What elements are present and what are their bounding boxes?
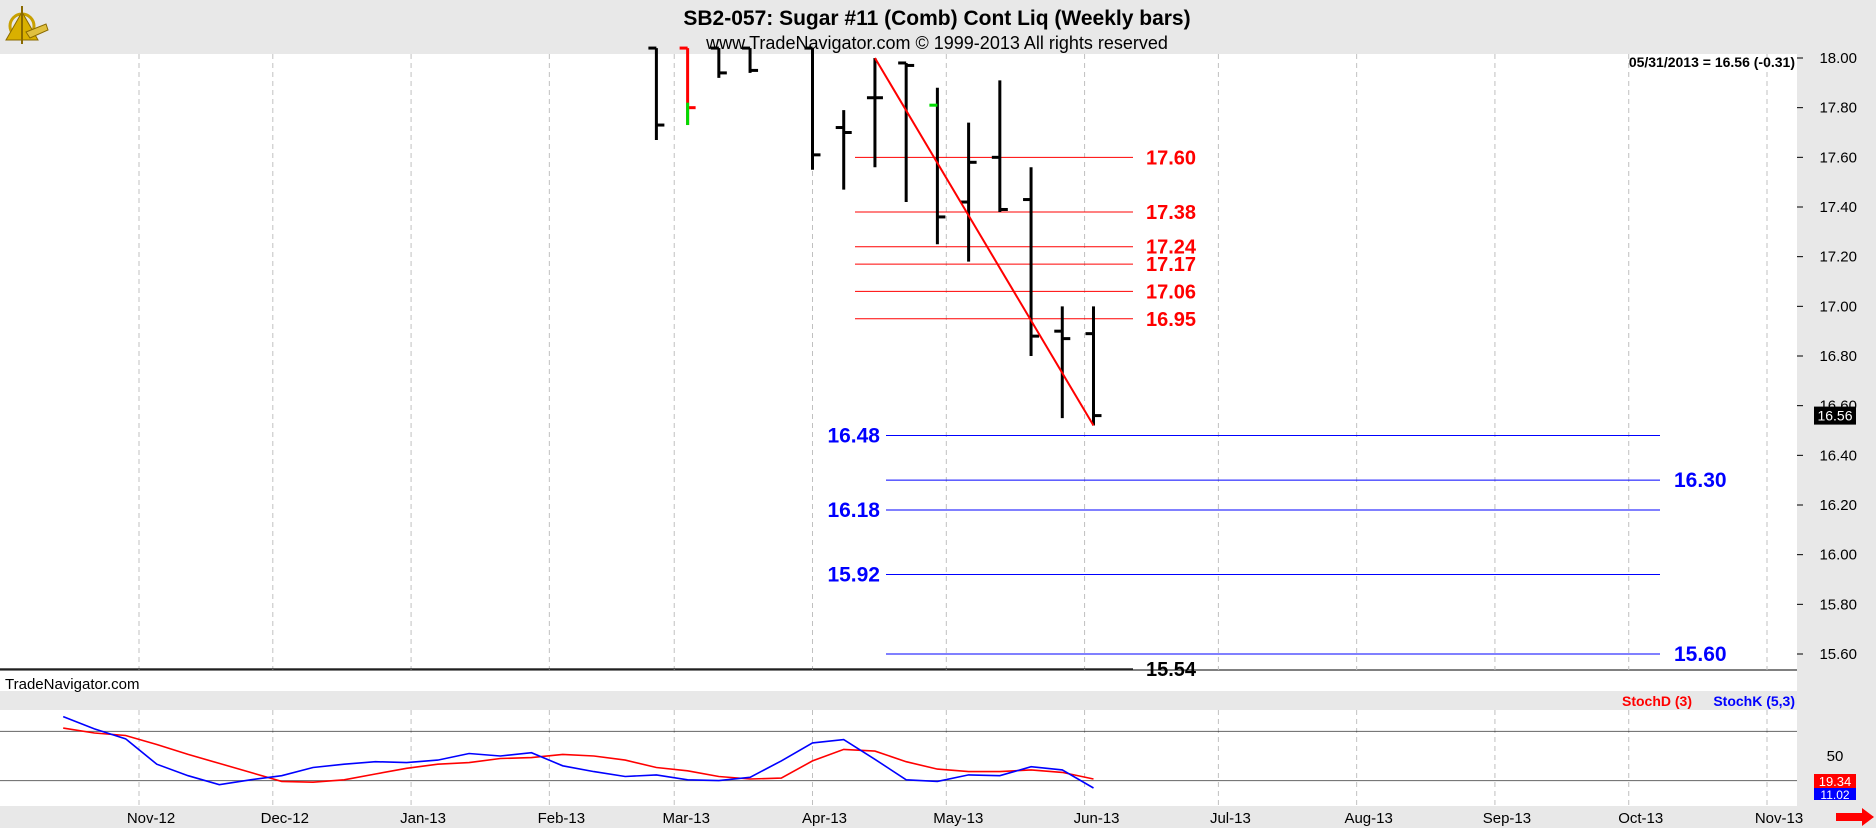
price-tick-label: 17.80 [1819,100,1857,117]
date-tick-label: Jun-13 [1074,810,1120,827]
stochK-end-badge [1814,788,1856,800]
resistance-label: 17.24 [1146,237,1197,259]
resistance-label: 16.95 [1146,309,1196,331]
ohlc-bar [648,46,665,140]
date-tick-label: Nov-13 [1755,810,1803,827]
ohlc-bar [1023,167,1040,356]
last-price-badge [1814,406,1856,425]
ohlc-bar [1054,306,1071,419]
price-axis-bg [1797,54,1876,828]
ohlc-bar [710,46,727,78]
price-tick-label: 15.80 [1819,596,1857,613]
title-bar-bg [0,0,1876,54]
ohlc-bar [898,61,915,203]
stochD-end-label: 19.34 [1819,774,1852,789]
date-tick-label: Jan-13 [400,810,446,827]
ohlc-bar [804,46,821,170]
ohlc-bar [679,46,696,126]
price-tick-label: 17.60 [1819,149,1857,166]
date-tick-label: Sep-13 [1483,810,1531,827]
price-tick-label: 18.00 [1819,50,1857,67]
stoch-tick-label: 50 [1827,748,1844,765]
ohlc-bar [929,87,946,245]
price-tick-label: 16.40 [1819,447,1857,464]
date-tick-label: Nov-12 [127,810,175,827]
resistance-label: 17.17 [1146,254,1196,276]
stoch-header-bg [0,691,1797,710]
price-tick-label: 17.20 [1819,249,1857,266]
date-tick-label: Feb-13 [538,810,586,827]
support-label: 16.30 [1674,469,1727,492]
resistance-label: 17.38 [1146,202,1196,224]
stochD-line [63,727,1094,784]
resistance-label: 17.60 [1146,147,1196,169]
date-tick-label: Mar-13 [662,810,710,827]
stochD-end-badge [1814,774,1856,788]
date-axis-bg [0,806,1797,828]
price-tick-label: 16.20 [1819,497,1857,514]
downtrend-line [874,57,1095,427]
support-label: 16.48 [827,424,880,447]
date-tick-label: Jul-13 [1210,810,1251,827]
scroll-right-arrow-icon[interactable] [1836,808,1874,826]
watermark-text: TradeNavigator.com [5,676,140,693]
resistance-label: 17.06 [1146,281,1196,303]
chart-title: SB2-057: Sugar #11 (Comb) Cont Liq (Week… [683,7,1190,30]
date-tick-label: May-13 [933,810,983,827]
ohlc-bar [991,80,1008,212]
last-value-text: 05/31/2013 = 16.56 (-0.31) [1629,54,1795,70]
date-tick-label: Apr-13 [802,810,847,827]
price-tick-label: 17.00 [1819,298,1857,315]
support-label: 15.60 [1674,643,1727,666]
stochK-line [62,715,1094,789]
ohlc-bar [866,58,883,168]
ohlc-bar [835,110,852,190]
date-tick-label: Aug-13 [1344,810,1392,827]
copyright-text: www.TradeNavigator.com © 1999-2013 All r… [705,33,1168,53]
stoch-panel-bg [0,710,1797,806]
price-tick-label: 16.00 [1819,547,1857,564]
date-tick-label: Oct-13 [1618,810,1663,827]
ohlc-bar [1085,306,1102,426]
last-price-label: 16.56 [1817,408,1852,424]
stochK-legend: StochK (5,3) [1713,693,1795,709]
low-level-label: 15.54 [1146,659,1197,681]
stochK-end-label: 11.02 [1820,788,1849,802]
price-tick-label: 16.80 [1819,348,1857,365]
price-tick-label: 17.40 [1819,199,1857,216]
ohlc-bar [742,46,759,73]
support-label: 15.92 [827,564,880,587]
support-label: 16.18 [827,499,880,522]
ohlc-bar [960,122,977,262]
trade-navigator-logo-icon[interactable] [5,6,49,44]
date-tick-label: Dec-12 [261,810,309,827]
price-tick-label: 15.60 [1819,646,1857,663]
stochD-legend: StochD (3) [1622,693,1692,709]
